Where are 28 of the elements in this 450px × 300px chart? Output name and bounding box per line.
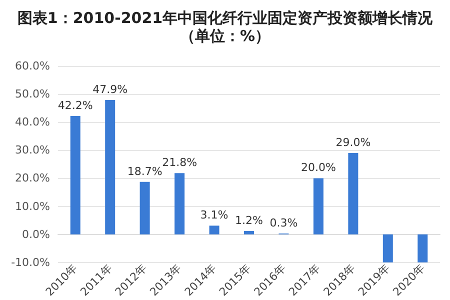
bar <box>348 152 358 234</box>
bar <box>244 230 254 234</box>
bar <box>382 234 393 262</box>
chart-title: 图表1：2010-2021年中国化纤行业固定资产投资额增长情况（单位：%） <box>17 9 434 45</box>
y-tick-label: 0.0% <box>22 228 50 241</box>
y-tick-label: 40.0% <box>15 116 50 129</box>
y-tick-label: 60.0% <box>15 60 50 72</box>
data-label: 18.7% <box>127 164 162 178</box>
data-label: 29.0% <box>336 136 371 149</box>
bar <box>418 234 428 262</box>
bar <box>174 173 185 234</box>
y-tick-label: 10.0% <box>15 200 50 213</box>
bar <box>209 226 220 234</box>
bar <box>313 178 324 234</box>
data-label: 20.0% <box>300 161 336 174</box>
data-label: 47.9% <box>92 82 128 96</box>
y-tick-label: 30.0% <box>15 144 50 157</box>
data-label: 42.2% <box>58 98 93 112</box>
data-label: 1.2% <box>235 214 263 227</box>
bar <box>105 100 116 234</box>
data-label: 21.8% <box>162 156 198 170</box>
data-label: 3.1% <box>200 208 228 222</box>
y-tick-label: 50.0% <box>15 88 50 101</box>
y-tick-label: -10.0% <box>11 256 50 269</box>
bar <box>70 116 80 234</box>
bar <box>140 182 150 234</box>
y-tick-label: 20.0% <box>15 172 50 185</box>
data-label: 0.3% <box>270 216 298 230</box>
